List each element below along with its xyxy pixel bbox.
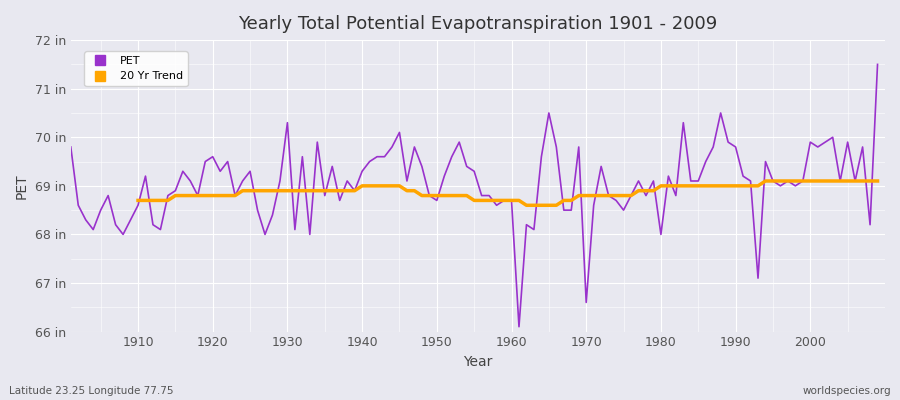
20 Yr Trend	[274, 188, 285, 193]
PET	[872, 62, 883, 67]
PET	[334, 198, 345, 203]
PET	[603, 193, 614, 198]
Legend: PET, 20 Yr Trend: PET, 20 Yr Trend	[85, 52, 187, 86]
Title: Yearly Total Potential Evapotranspiration 1901 - 2009: Yearly Total Potential Evapotranspiratio…	[238, 15, 717, 33]
Text: Latitude 23.25 Longitude 77.75: Latitude 23.25 Longitude 77.75	[9, 386, 174, 396]
20 Yr Trend	[850, 178, 860, 183]
20 Yr Trend	[827, 178, 838, 183]
20 Yr Trend	[521, 203, 532, 208]
Line: PET: PET	[71, 64, 878, 327]
20 Yr Trend	[304, 188, 315, 193]
20 Yr Trend	[760, 178, 771, 183]
PET	[290, 227, 301, 232]
PET	[499, 198, 509, 203]
Text: worldspecies.org: worldspecies.org	[803, 386, 891, 396]
20 Yr Trend	[514, 198, 525, 203]
PET	[125, 218, 136, 222]
20 Yr Trend	[580, 193, 591, 198]
X-axis label: Year: Year	[464, 355, 492, 369]
20 Yr Trend	[872, 178, 883, 183]
PET	[514, 324, 525, 329]
Y-axis label: PET: PET	[15, 173, 29, 199]
Line: 20 Yr Trend: 20 Yr Trend	[138, 181, 878, 205]
20 Yr Trend	[132, 198, 143, 203]
PET	[66, 144, 77, 149]
PET	[506, 198, 517, 203]
